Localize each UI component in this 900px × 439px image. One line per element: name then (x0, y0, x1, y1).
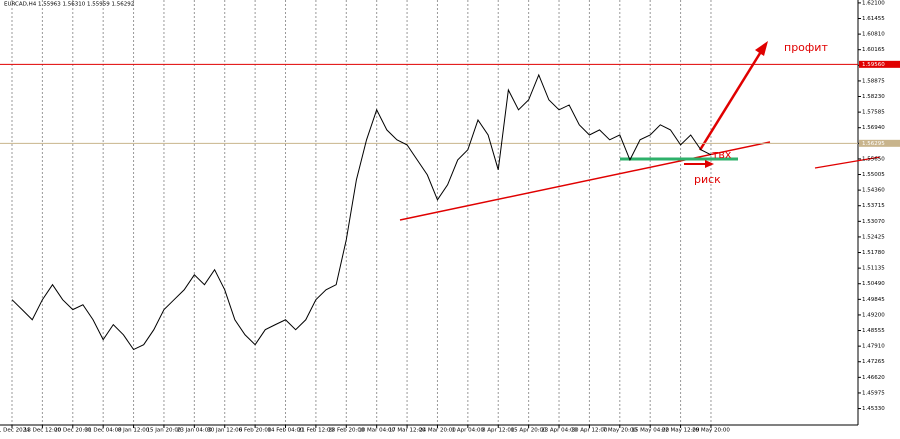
y-tick-label: 1.45330 (862, 406, 885, 412)
grid (11, 0, 712, 425)
level-label-box (859, 139, 900, 147)
x-tick-label: 28 Feb 20:00 (328, 428, 365, 434)
price-line (11, 73, 712, 351)
x-tick-label: 22 May 12:00 (662, 428, 700, 434)
y-tick-label: 1.61455 (862, 16, 885, 22)
y-tick-label: 1.56940 (862, 125, 885, 131)
x-tick-label: 23 Apr 04:00 (541, 428, 577, 434)
x-tick-label: 31 Dec 04:00 (85, 428, 122, 434)
x-tick-label: 30 Jan 12:00 (207, 428, 242, 434)
x-tick-label: 23 Jan 04:00 (177, 428, 212, 434)
y-tick-label: 1.45975 (862, 390, 885, 396)
x-tick-label: 24 Mar 20:00 (419, 428, 456, 434)
annotation: риск (694, 173, 721, 186)
x-tick-label: 14 Feb 04:00 (267, 428, 304, 434)
y-tick-label: 1.53070 (862, 219, 885, 225)
y-tick-label: 1.53715 (862, 203, 885, 209)
trend-line (399, 141, 771, 221)
y-tick-label: 1.48555 (862, 328, 885, 334)
y-tick-label: 1.57585 (862, 110, 885, 116)
x-tick-label: 1 Apr 04:00 (452, 428, 485, 434)
level-label: 1.59560 (862, 62, 885, 68)
x-tick-label: 8 Apr 12:00 (482, 428, 515, 434)
x-tick-label: 13 Dec 12:00 (24, 428, 61, 434)
x-tick-label: 15 Apr 20:00 (511, 428, 547, 434)
y-tick-label: 1.54360 (862, 188, 885, 194)
y-tick-label: 1.58875 (862, 78, 885, 84)
profit-arrow (698, 49, 764, 151)
y-tick-label: 1.47265 (862, 359, 885, 365)
x-tick-label: 20 Dec 20:00 (54, 428, 91, 434)
trend-line (814, 156, 881, 169)
x-tick-label: 30 Apr 12:00 (571, 428, 607, 434)
level-label-box (859, 60, 900, 68)
y-tick-label: 1.62100 (862, 0, 885, 6)
y-tick-label: 1.50490 (862, 281, 885, 287)
y-tick-label: 1.58230 (862, 94, 885, 100)
x-tick-label: 15 Jan 20:00 (147, 428, 182, 434)
y-tick-label: 1.47910 (862, 344, 885, 350)
chart-title: EURCAD,H4 1.55963 1.56310 1.55959 1.5629… (4, 2, 134, 8)
x-tick-label: 29 May 20:00 (692, 428, 730, 434)
y-tick-label: 1.60810 (862, 32, 885, 38)
annotation: профит (784, 41, 828, 54)
x-tick-label: 17 Mar 12:00 (389, 428, 426, 434)
x-tick-label: 21 Feb 12:00 (298, 428, 335, 434)
y-tick-label: 1.49845 (862, 297, 885, 303)
y-tick-label: 1.55005 (862, 172, 885, 178)
level-label: 1.56295 (862, 141, 885, 147)
x-tick-label: 6 Feb 20:00 (239, 428, 272, 434)
x-tick-label: 11 Dec 2024 (0, 428, 30, 434)
y-tick-label: 1.51780 (862, 250, 885, 256)
y-tick-label: 1.60165 (862, 47, 885, 53)
y-tick-label: 1.52425 (862, 234, 885, 240)
y-tick-label: 1.49200 (862, 312, 885, 318)
x-tick-label: 7 May 20:00 (603, 428, 638, 434)
y-tick-label: 1.55650 (862, 156, 885, 162)
x-tick-label: 8 Jan 12:00 (118, 428, 150, 434)
arrow-head (755, 41, 768, 56)
annotation: твх (712, 148, 732, 161)
arrow-head (705, 160, 714, 168)
y-tick-label: 1.46620 (862, 375, 885, 381)
y-tick-label: 1.51135 (862, 266, 885, 272)
x-tick-label: 10 Mar 04:00 (358, 428, 395, 434)
x-tick-label: 15 May 04:00 (631, 428, 669, 434)
